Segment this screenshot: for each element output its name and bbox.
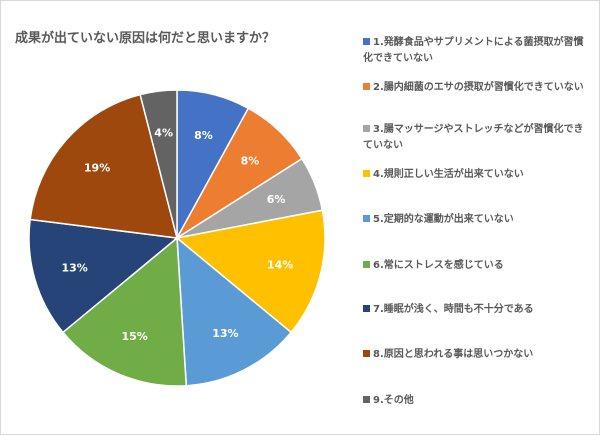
legend-item: 7.睡眠が浅く、時間も不十分である (363, 302, 591, 318)
legend-item: 9.その他 (363, 393, 591, 409)
legend-swatch (363, 125, 370, 132)
legend-item: 1.発酵食品やサプリメントによる菌摂取が習慣化できていない (363, 35, 591, 67)
legend-swatch (363, 396, 370, 403)
legend-label: 9.その他 (373, 395, 414, 406)
legend-item: 3.腸マッサージやストレッチなどが習慣化できていない (363, 122, 591, 154)
legend-label: 3.腸マッサージやストレッチなどが習慣化できていない (363, 124, 584, 151)
legend-label: 6.常にストレスを感じている (373, 260, 504, 271)
legend-swatch (363, 261, 370, 268)
legend-swatch (363, 305, 370, 312)
pie-slice (139, 89, 178, 239)
legend-swatch (363, 83, 370, 90)
data-label: 15% (122, 330, 148, 343)
chart-title: 成果が出ていない原因は何だと思いますか？ (15, 31, 276, 46)
pie-chart: 8% 8% 6% 14% 13% 15% 13% 19% 4% (28, 89, 326, 387)
legend-swatch (363, 350, 370, 357)
pie-slice (176, 236, 293, 387)
pie-slice (175, 209, 326, 334)
legend-swatch (363, 170, 370, 177)
legend-label: 1.発酵食品やサプリメントによる菌摂取が習慣化できていない (363, 37, 584, 64)
legend-label: 5.定期的な運動が出来ていない (373, 214, 514, 225)
data-label: 14% (267, 259, 293, 272)
legend-item: 2.腸内細菌のエサの摂取が習慣化できていない (363, 80, 591, 96)
data-label: 19% (84, 162, 110, 175)
legend-label: 7.睡眠が浅く、時間も不十分である (373, 304, 534, 315)
legend-item: 5.定期的な運動が出来ていない (363, 212, 591, 228)
data-label: 8% (241, 154, 260, 167)
pie-slice (61, 236, 188, 387)
pie-slice (28, 218, 179, 334)
legend-label: 4.規則正しい生活が出来ていない (373, 169, 524, 180)
legend-swatch (363, 38, 370, 45)
data-label: 13% (212, 327, 238, 340)
legend-item: 6.常にストレスを感じている (363, 258, 591, 274)
legend-item: 8.原因と思われる事は思いつかない (363, 347, 591, 363)
legend-label: 2.腸内細菌のエサの摂取が習慣化できていない (373, 82, 584, 93)
legend-swatch (363, 215, 370, 222)
data-label: 13% (61, 262, 87, 275)
pie-slice (29, 93, 179, 239)
data-label: 6% (267, 193, 286, 206)
legend-item: 4.規則正しい生活が出来ていない (363, 167, 591, 183)
data-label: 8% (194, 129, 213, 142)
data-label: 4% (154, 126, 173, 139)
legend-label: 8.原因と思われる事は思いつかない (373, 349, 534, 360)
